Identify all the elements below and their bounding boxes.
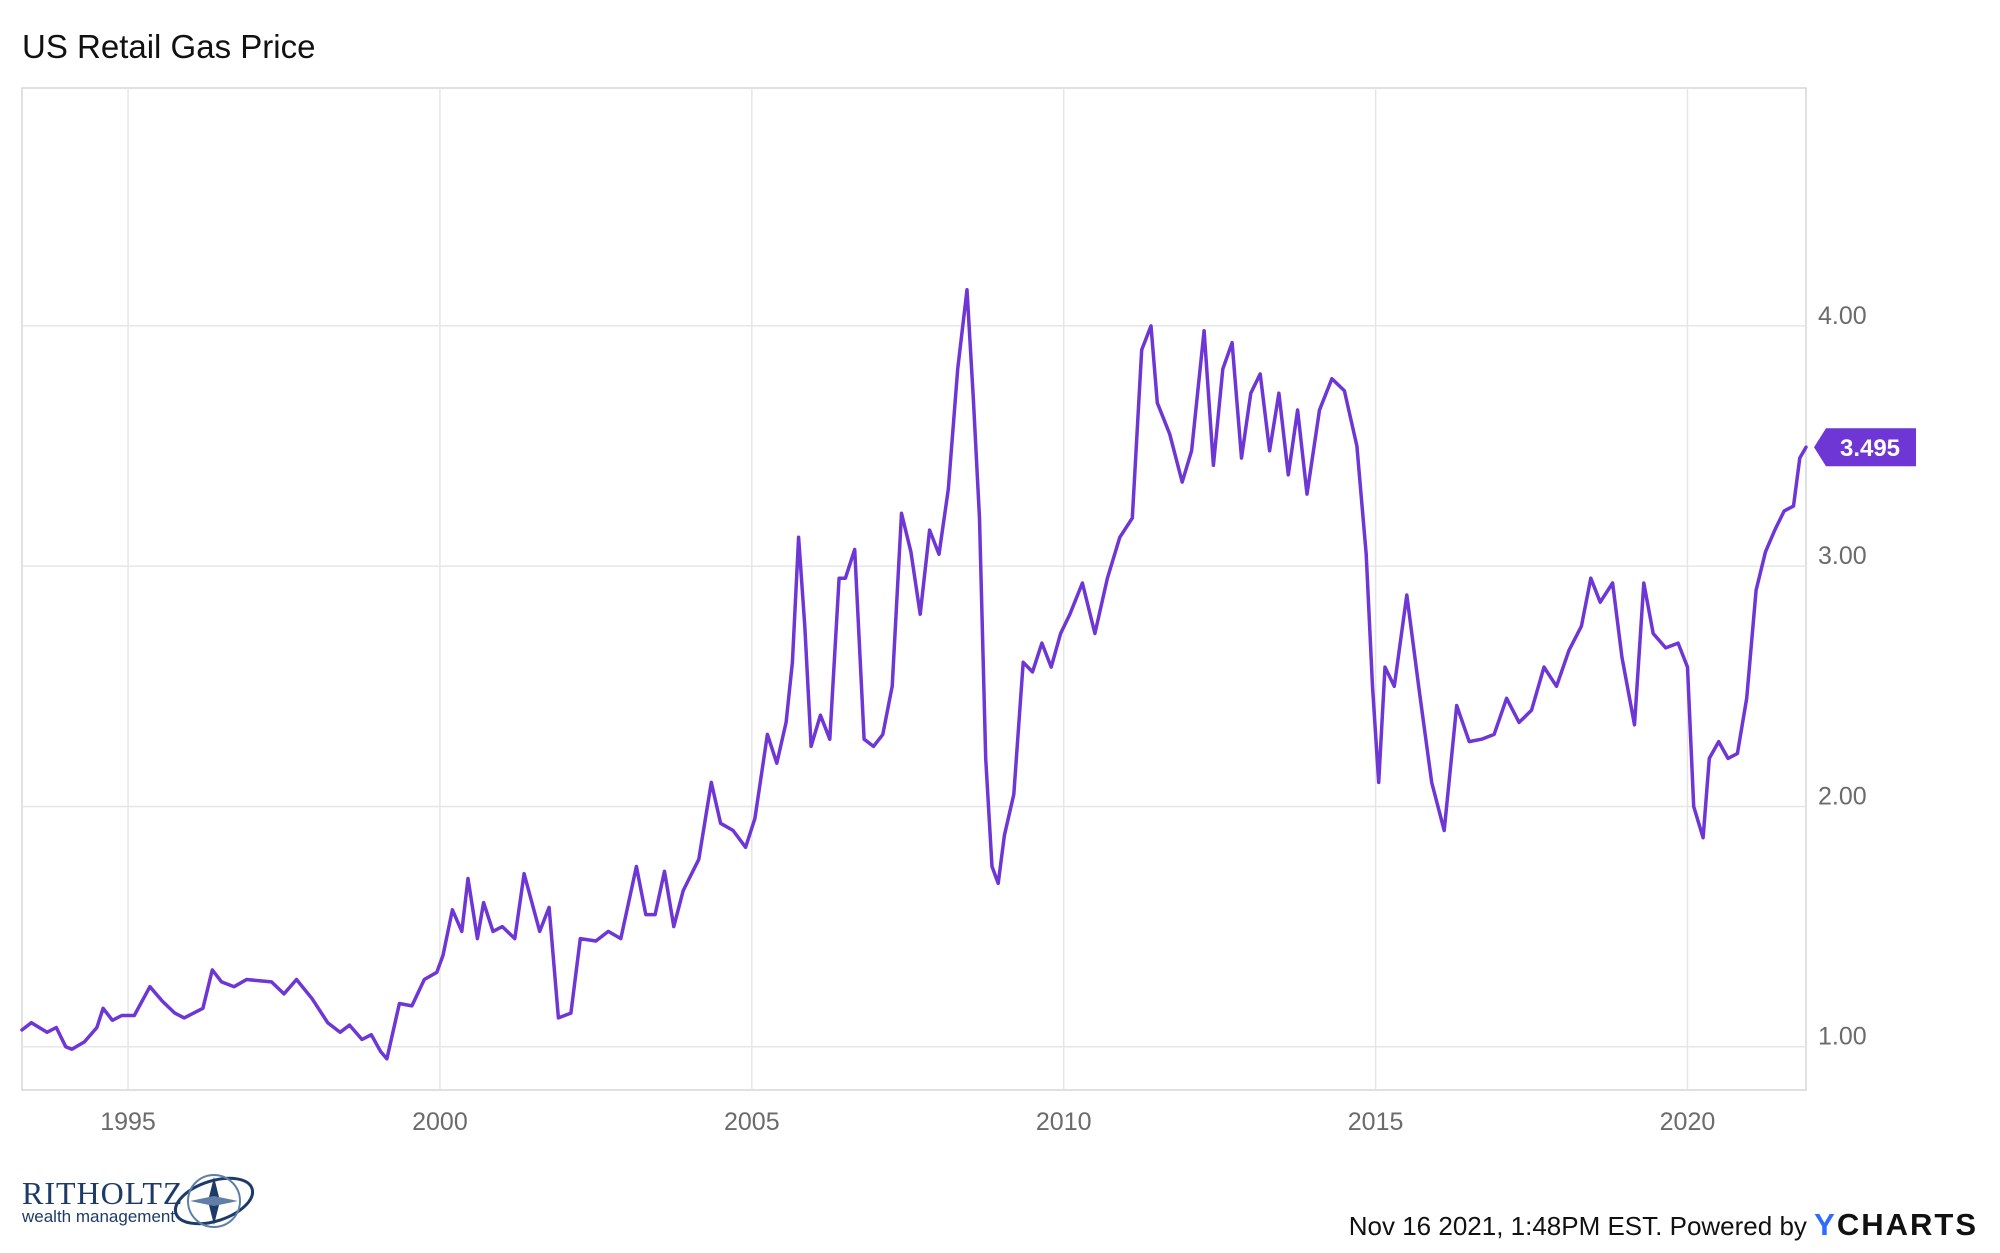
chart-title: US Retail Gas Price: [22, 28, 316, 65]
x-tick-label: 2020: [1660, 1108, 1716, 1136]
y-tick-label: 1.00: [1818, 1023, 1867, 1051]
y-axis: 1.00 2.00 3.00 4.00: [1818, 302, 1867, 1051]
ycharts-brand-y: Y: [1814, 1207, 1837, 1242]
last-value-badge: 3.495: [1814, 428, 1916, 467]
ritholtz-logo: RITHOLTZ wealth management: [22, 1174, 255, 1228]
chart-footer: Nov 16 2021, 1:48PM EST. Powered by YCHA…: [1349, 1207, 1978, 1243]
x-tick-label: 2015: [1348, 1108, 1404, 1136]
last-value-label: 3.495: [1840, 435, 1900, 462]
y-tick-label: 2.00: [1818, 782, 1867, 810]
ycharts-brand-rest: CHARTS: [1836, 1207, 1978, 1242]
plot-area-border: [21, 87, 1807, 1091]
gridlines: [22, 88, 1806, 1090]
x-tick-label: 2005: [724, 1108, 780, 1136]
ycharts-brand[interactable]: YCHARTS: [1814, 1207, 1978, 1242]
y-tick-label: 4.00: [1818, 302, 1867, 330]
x-tick-label: 2000: [412, 1108, 468, 1136]
x-tick-label: 1995: [100, 1108, 156, 1136]
footer-timestamp: Nov 16 2021, 1:48PM EST. Powered by: [1348, 1211, 1807, 1241]
logo-subtitle: wealth management: [22, 1207, 176, 1226]
last-value-badge-shape: [1814, 428, 1916, 467]
x-axis: 1995 2000 2005 2010 2015 2020: [100, 1108, 1715, 1136]
series-layer: [20, 288, 1808, 1061]
logo-name: RITHOLTZ: [22, 1175, 184, 1211]
compass-emblem-icon: [173, 1174, 255, 1228]
y-tick-label: 3.00: [1818, 542, 1867, 570]
series-line: [20, 288, 1808, 1061]
x-tick-label: 2010: [1036, 1108, 1092, 1136]
